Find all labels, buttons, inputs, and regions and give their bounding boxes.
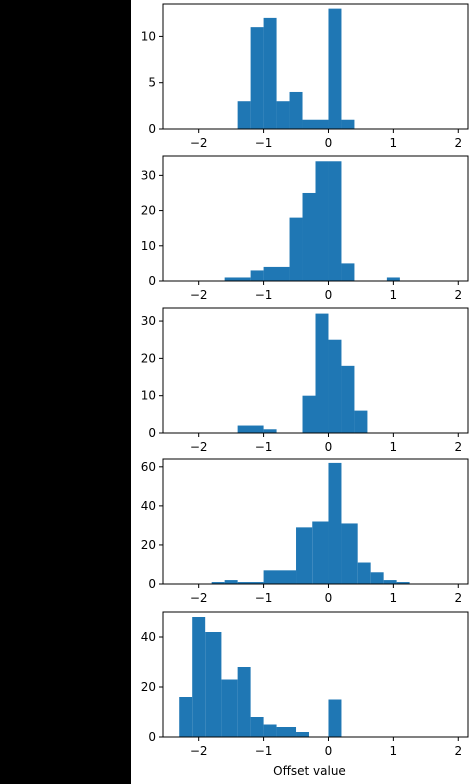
histogram-bar: [328, 699, 342, 737]
y-tick-label: 10: [141, 239, 156, 253]
histogram-bar: [354, 410, 368, 433]
y-tick-label: 20: [141, 680, 156, 694]
histogram-bar: [302, 395, 316, 433]
histogram-bar: [315, 313, 329, 433]
x-tick-label: −2: [190, 136, 208, 150]
histogram-bar: [396, 582, 410, 584]
y-tick-label: 0: [148, 730, 156, 744]
y-tick-label: 10: [141, 29, 156, 43]
x-tick-label: 0: [325, 288, 333, 302]
histogram-bar: [192, 617, 206, 737]
figure-canvas: [131, 0, 474, 784]
x-tick-label: 1: [390, 591, 398, 605]
histogram-bar: [250, 717, 264, 737]
x-tick-label: −1: [255, 288, 273, 302]
histogram-bar: [263, 17, 277, 129]
y-tick-label: 30: [141, 314, 156, 328]
histogram-bar: [250, 270, 264, 281]
x-tick-label: −2: [190, 288, 208, 302]
x-tick-label: 1: [390, 136, 398, 150]
x-tick-label: 1: [390, 744, 398, 758]
x-tick-label: −2: [190, 744, 208, 758]
x-tick-label: 2: [454, 136, 462, 150]
histogram-bar: [341, 523, 358, 584]
histogram-bar: [289, 91, 303, 129]
y-tick-label: 0: [148, 122, 156, 136]
y-tick-label: 10: [141, 389, 156, 403]
x-tick-label: −1: [255, 440, 273, 454]
x-tick-label: −2: [190, 440, 208, 454]
x-tick-label: 1: [390, 440, 398, 454]
x-tick-label: −1: [255, 136, 273, 150]
x-tick-label: 2: [454, 591, 462, 605]
histogram-bar: [302, 192, 316, 281]
histogram-bar: [221, 679, 238, 737]
y-tick-label: 40: [141, 630, 156, 644]
x-tick-label: 2: [454, 440, 462, 454]
histogram-bar: [263, 266, 290, 281]
histogram-bar: [341, 119, 355, 129]
histogram-bar: [289, 217, 303, 281]
x-tick-label: 0: [325, 591, 333, 605]
histogram-bar: [263, 724, 277, 737]
plot-frame: [162, 458, 469, 585]
histogram-bar: [250, 27, 264, 129]
y-tick-label: 0: [148, 274, 156, 288]
histogram-bar: [296, 732, 310, 737]
histogram-bar: [237, 425, 264, 433]
plot-frame: [162, 155, 469, 282]
histogram-bar: [370, 572, 384, 584]
plot-frame: [162, 611, 469, 738]
histogram-bar: [276, 101, 290, 129]
x-tick-label: 2: [454, 744, 462, 758]
y-tick-label: 0: [148, 426, 156, 440]
y-tick-label: 20: [141, 351, 156, 365]
histogram-bar: [341, 263, 355, 281]
histogram-bar: [383, 580, 397, 584]
y-tick-label: 20: [141, 538, 156, 552]
histogram-bar: [237, 667, 251, 737]
histogram-bar: [315, 119, 329, 129]
histogram-bar: [263, 570, 297, 584]
y-tick-label: 60: [141, 460, 156, 474]
x-tick-label: −2: [190, 591, 208, 605]
histogram-bar: [328, 339, 342, 433]
x-tick-label: 0: [325, 744, 333, 758]
x-tick-label: 2: [454, 288, 462, 302]
plot-frame: [162, 3, 469, 130]
histogram-bar: [224, 277, 251, 281]
x-axis-label: Offset value: [273, 764, 346, 778]
x-tick-label: −1: [255, 591, 273, 605]
x-tick-label: 0: [325, 440, 333, 454]
histogram-bar: [328, 8, 342, 130]
histogram-bar: [211, 582, 225, 584]
histogram-bar: [224, 580, 238, 584]
x-tick-label: 0: [325, 136, 333, 150]
x-tick-label: −1: [255, 744, 273, 758]
histogram-bar: [328, 161, 342, 281]
histogram-bar: [179, 697, 193, 737]
histogram-bar: [263, 429, 277, 433]
histogram-bar: [328, 462, 342, 584]
y-tick-label: 40: [141, 499, 156, 513]
x-tick-label: 1: [390, 288, 398, 302]
histogram-bar: [357, 562, 371, 584]
histogram-bar: [237, 582, 264, 584]
histogram-bar: [386, 277, 400, 281]
y-tick-label: 5: [148, 76, 156, 90]
histogram-bar: [312, 521, 329, 584]
plot-frame: [162, 307, 469, 434]
histogram-bar: [276, 727, 297, 737]
y-tick-label: 30: [141, 168, 156, 182]
histogram-bar: [341, 365, 355, 433]
y-tick-label: 0: [148, 577, 156, 591]
histogram-bar: [315, 161, 329, 281]
histogram-bar: [205, 632, 222, 737]
y-tick-label: 20: [141, 204, 156, 218]
histogram-bar: [237, 101, 251, 129]
histogram-bar: [296, 527, 313, 584]
histogram-bar: [302, 119, 316, 129]
